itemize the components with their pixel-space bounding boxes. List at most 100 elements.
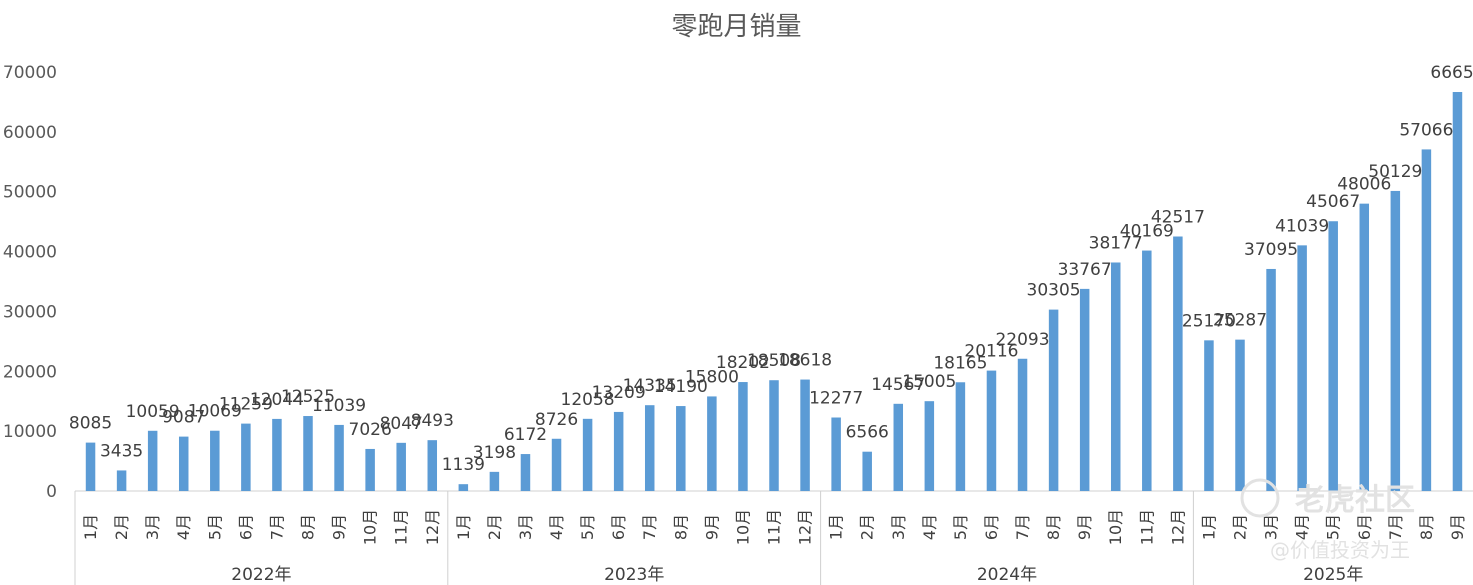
x-tick-label: 1月 — [81, 514, 100, 540]
x-tick-label: 8月 — [1417, 514, 1436, 540]
data-label: 66657 — [1430, 63, 1473, 83]
bar — [551, 438, 562, 491]
bar — [1235, 339, 1245, 491]
bar — [272, 418, 282, 491]
bar — [1452, 92, 1463, 491]
y-tick-label: 10000 — [3, 422, 57, 442]
x-tick-label: 1月 — [454, 514, 473, 540]
data-label: 9087 — [162, 408, 205, 428]
x-tick-label: 2月 — [485, 514, 504, 540]
data-label: 8726 — [535, 410, 578, 430]
x-tick-label: 5月 — [1324, 514, 1343, 540]
bar — [800, 379, 810, 491]
data-label: 14335 — [623, 376, 677, 396]
x-tick-label: 10月 — [1106, 509, 1125, 545]
bar — [85, 442, 96, 491]
data-label: 18165 — [933, 353, 987, 373]
data-label: 6172 — [504, 425, 547, 445]
x-tick-label: 5月 — [951, 514, 970, 540]
data-label: 8047 — [380, 414, 423, 434]
bar — [582, 418, 593, 491]
bar — [831, 417, 841, 491]
x-tick-label: 1月 — [1199, 514, 1218, 540]
x-tick-label: 3月 — [143, 514, 162, 540]
x-tick-label: 9月 — [330, 514, 349, 540]
bar — [1266, 268, 1276, 491]
x-tick-label: 1月 — [827, 514, 846, 540]
data-label: 8493 — [411, 411, 454, 431]
x-tick-label: 8月 — [671, 514, 690, 540]
data-label: 12044 — [250, 390, 304, 410]
data-label: 15800 — [685, 367, 739, 387]
x-tick-label: 4月 — [174, 514, 193, 540]
bar — [738, 382, 748, 491]
bar — [147, 430, 158, 491]
x-tick-label: 9月 — [1448, 514, 1467, 540]
chart-title: 零跑月销量 — [671, 12, 802, 42]
x-tick-label: 3月 — [1262, 514, 1281, 540]
x-tick-label: 4月 — [1293, 514, 1312, 540]
data-label: 20116 — [964, 342, 1018, 362]
data-label: 1139 — [442, 455, 485, 475]
data-label: 15005 — [902, 372, 956, 392]
data-label: 22093 — [995, 330, 1049, 350]
bar — [489, 471, 500, 491]
y-tick-label: 30000 — [3, 302, 57, 322]
data-label: 37095 — [1244, 240, 1298, 260]
data-label: 6566 — [846, 423, 889, 443]
bar — [644, 405, 655, 491]
data-label: 12525 — [281, 387, 335, 407]
x-tick-label: 2月 — [112, 514, 131, 540]
bar — [1390, 190, 1401, 491]
data-label: 8085 — [69, 414, 112, 434]
data-label: 50129 — [1368, 162, 1422, 182]
x-tick-label: 6月 — [1355, 514, 1374, 540]
watermark-handle: @价值投资为王 — [1270, 538, 1410, 562]
bar — [862, 451, 872, 491]
bar — [178, 436, 189, 491]
watermark-logo-icon — [1240, 478, 1280, 518]
y-tick-label: 20000 — [3, 362, 57, 382]
y-tick-label: 50000 — [3, 183, 57, 203]
data-label: 12058 — [561, 390, 615, 410]
bar — [1017, 358, 1028, 491]
x-tick-label: 11月 — [392, 509, 411, 545]
x-tick-label: 8月 — [1044, 514, 1063, 540]
data-label: 7026 — [349, 420, 392, 440]
data-label: 11259 — [219, 395, 273, 415]
data-label: 14567 — [871, 375, 925, 395]
data-label: 57066 — [1399, 120, 1453, 140]
x-tick-label: 8月 — [299, 514, 318, 540]
x-tick-label: 3月 — [889, 514, 908, 540]
data-label: 42517 — [1151, 208, 1205, 228]
bar — [1421, 149, 1432, 491]
bar — [893, 403, 904, 491]
y-tick-label: 60000 — [3, 123, 57, 143]
bar — [210, 430, 220, 491]
x-tick-label: 5月 — [205, 514, 224, 540]
bar — [707, 396, 717, 491]
data-label: 33767 — [1058, 260, 1112, 280]
bar — [396, 442, 406, 491]
data-label: 30305 — [1027, 281, 1081, 301]
bar — [955, 382, 966, 491]
bar — [676, 406, 686, 491]
data-label: 10069 — [188, 402, 242, 422]
bar — [613, 411, 624, 491]
y-tick-label: 40000 — [3, 243, 57, 263]
bar — [241, 423, 251, 491]
bar — [1297, 245, 1307, 491]
data-label: 25170 — [1182, 311, 1236, 331]
y-tick-label: 0 — [46, 482, 57, 502]
data-label: 12277 — [809, 389, 863, 409]
x-tick-label: 12月 — [1168, 509, 1187, 545]
data-label: 11039 — [312, 396, 366, 416]
x-tick-label: 7月 — [1386, 514, 1405, 540]
bar — [1110, 262, 1121, 491]
x-tick-label: 11月 — [1137, 509, 1156, 545]
bar — [116, 470, 127, 491]
data-label: 3435 — [100, 441, 143, 461]
data-label: 40169 — [1120, 222, 1174, 242]
year-group-label: 2022年 — [231, 565, 291, 585]
